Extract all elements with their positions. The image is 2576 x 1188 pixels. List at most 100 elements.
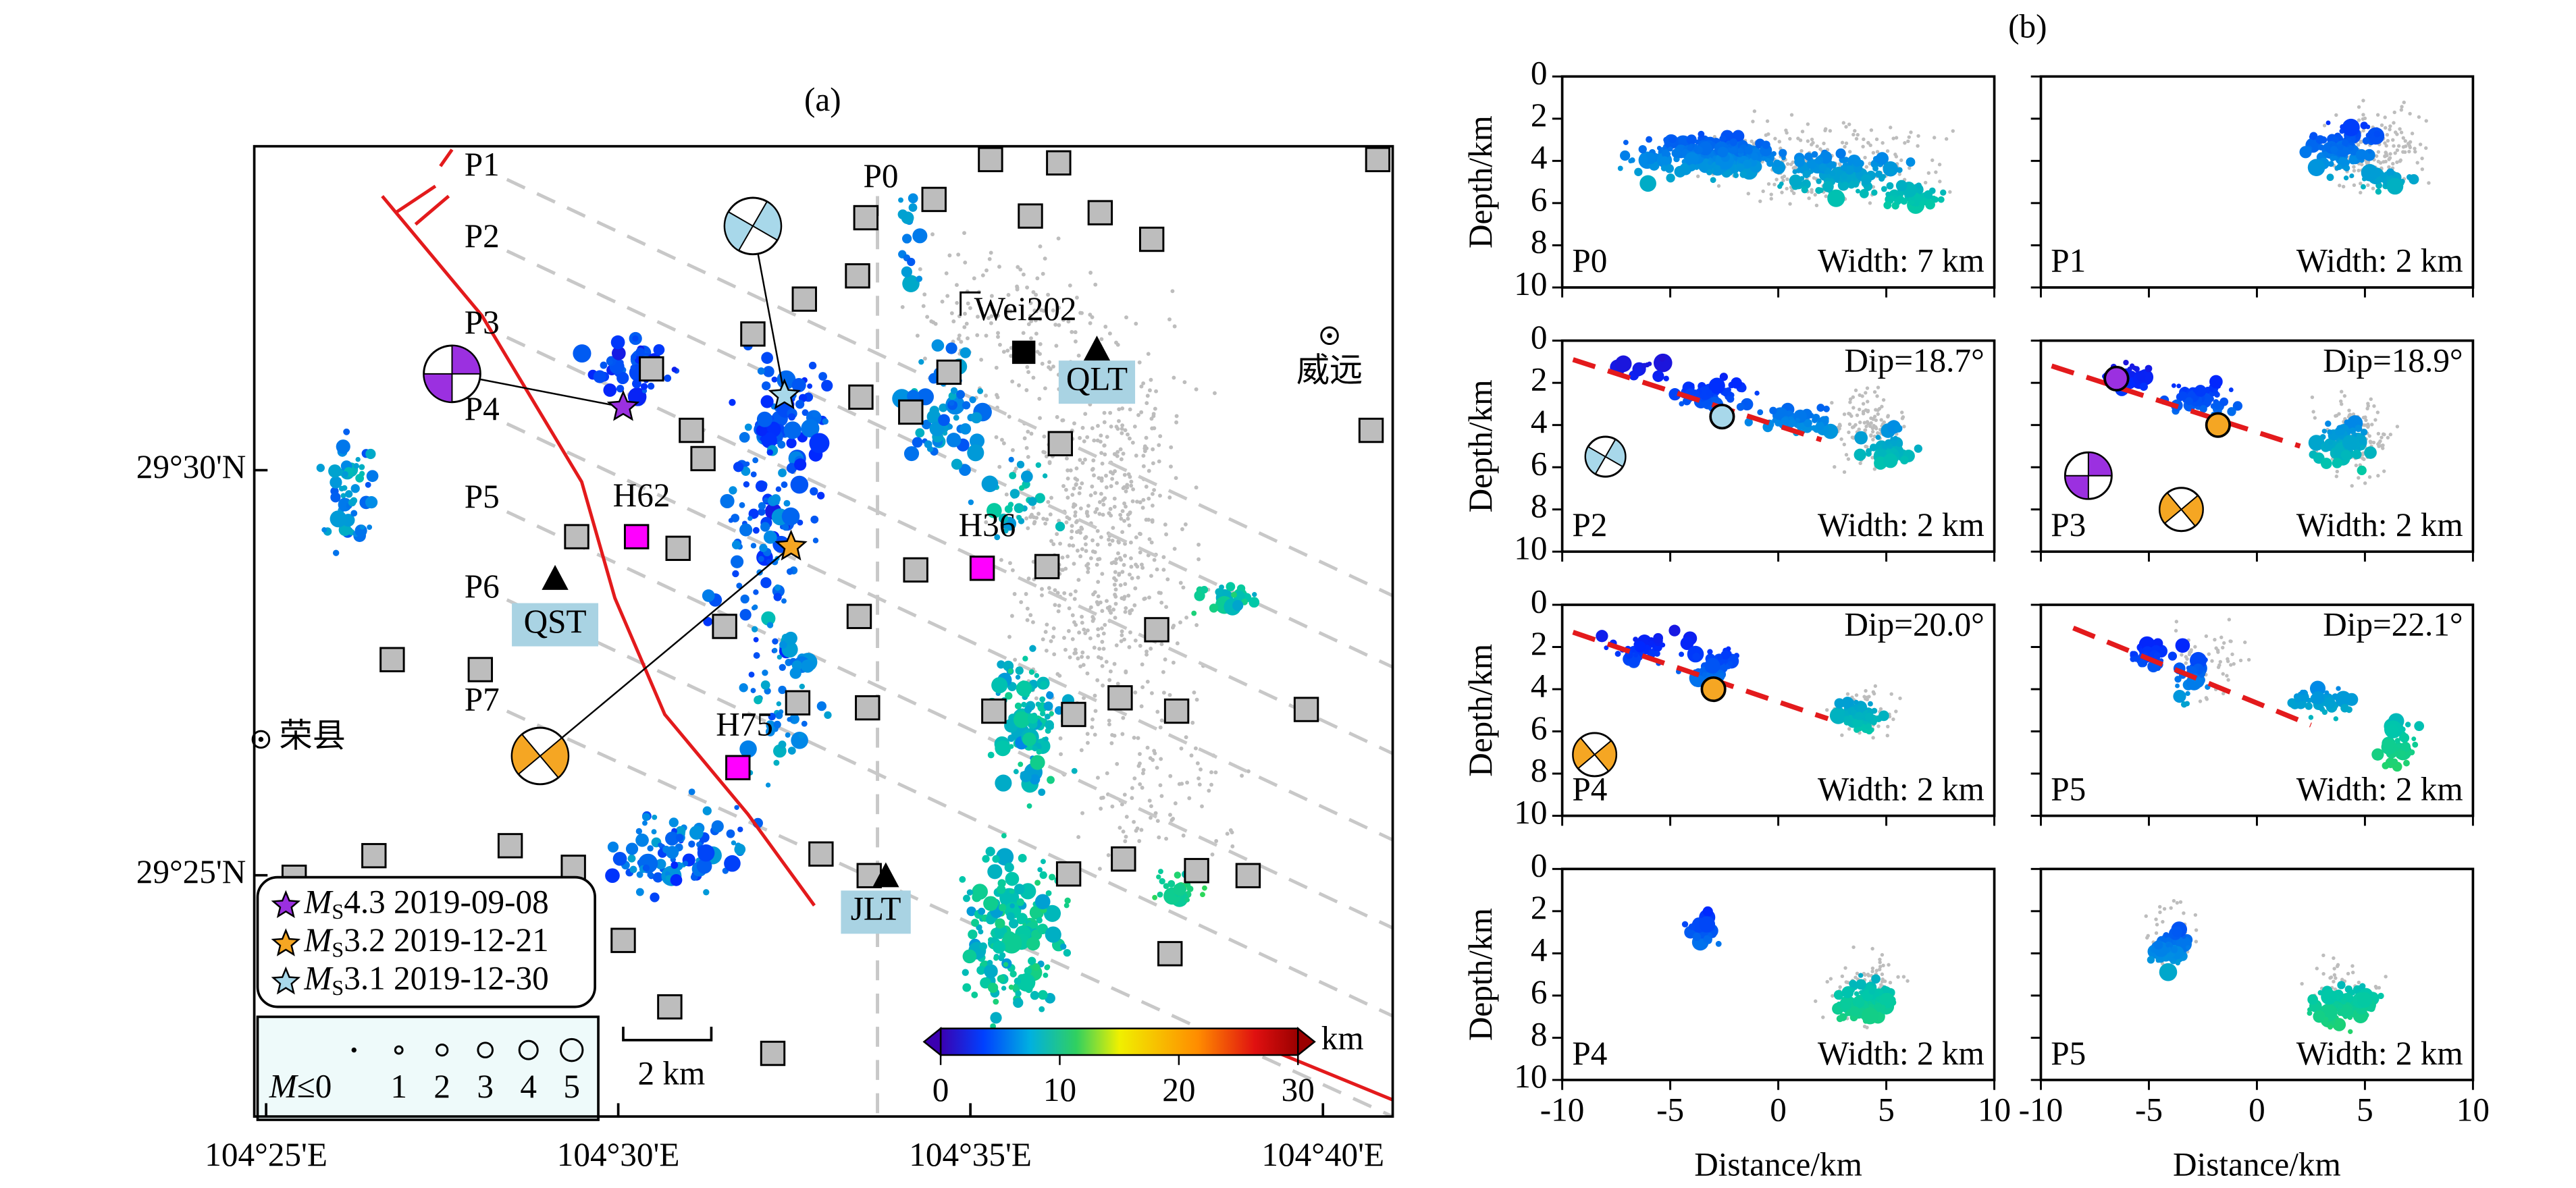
background-event — [1866, 400, 1870, 404]
event — [616, 371, 629, 385]
background-event — [2350, 484, 2354, 488]
background-event — [2399, 108, 2404, 112]
event — [907, 257, 916, 267]
event — [772, 647, 778, 653]
background-event — [1853, 129, 1857, 133]
event — [912, 228, 928, 244]
station — [921, 186, 947, 213]
event — [807, 383, 813, 389]
background-event — [1870, 429, 1875, 434]
event — [1829, 707, 1847, 724]
event — [703, 889, 710, 896]
background-event — [1175, 641, 1180, 646]
background-event — [1093, 590, 1097, 595]
background-event — [1240, 774, 1244, 778]
event — [1038, 788, 1046, 796]
background-event — [1057, 305, 1061, 310]
profile-label: P0 — [863, 157, 898, 194]
background-event — [1875, 394, 1879, 398]
background-event — [1696, 174, 1700, 178]
event — [720, 493, 735, 508]
event — [1634, 641, 1646, 653]
event — [739, 609, 752, 621]
event — [1045, 964, 1051, 970]
y-tick-label: 6 — [1531, 446, 1548, 483]
event — [607, 841, 619, 853]
background-event — [1073, 647, 1078, 652]
event — [1666, 151, 1671, 157]
event — [1007, 668, 1014, 674]
background-event — [1137, 839, 1142, 843]
event — [1875, 152, 1889, 165]
background-event — [1944, 137, 1949, 141]
event — [739, 432, 750, 443]
event — [1744, 146, 1753, 155]
background-event — [2407, 149, 2411, 154]
event — [962, 983, 972, 992]
event — [328, 464, 342, 478]
event — [1829, 161, 1837, 169]
background-event — [1863, 428, 1867, 433]
legend-text: 4.3 2019-09-08 — [344, 884, 548, 921]
background-event — [1851, 406, 1856, 410]
background-event — [1048, 367, 1053, 371]
event — [1656, 145, 1662, 151]
event — [2386, 178, 2404, 195]
event — [1707, 160, 1712, 165]
background-event — [1043, 386, 1047, 391]
event — [1652, 370, 1664, 382]
background-event — [1806, 139, 1810, 143]
background-event — [1090, 426, 1095, 431]
background-event — [1093, 709, 1098, 713]
event — [1011, 492, 1018, 499]
event — [760, 522, 770, 532]
event — [2294, 696, 2301, 703]
event — [1186, 885, 1194, 892]
event — [2139, 382, 2148, 391]
event — [801, 659, 815, 673]
background-event — [1139, 562, 1144, 567]
background-event — [1051, 308, 1055, 313]
event — [2228, 387, 2234, 392]
background-event — [1140, 662, 1145, 667]
background-event — [1068, 592, 1073, 597]
event — [702, 589, 715, 602]
background-event — [1209, 782, 1213, 787]
well — [969, 556, 995, 581]
event — [752, 526, 760, 534]
background-event — [2387, 165, 2391, 169]
event — [1689, 383, 1695, 389]
background-event — [918, 267, 922, 271]
background-event — [1152, 749, 1157, 753]
event — [1158, 869, 1163, 874]
background-event — [2347, 408, 2351, 412]
event — [1049, 873, 1055, 881]
background-event — [1150, 426, 1155, 431]
background-event — [1029, 336, 1033, 341]
background-event — [1028, 613, 1033, 618]
station — [610, 927, 636, 953]
background-event — [1152, 487, 1157, 492]
background-event — [2388, 152, 2392, 156]
event — [1028, 669, 1035, 675]
background-event — [1151, 461, 1155, 466]
background-event — [2346, 971, 2350, 976]
section-name: P0 — [1572, 242, 1607, 279]
background-event — [2350, 964, 2355, 968]
event — [1796, 422, 1806, 431]
event — [1016, 898, 1024, 907]
event — [1009, 903, 1015, 909]
background-event — [2377, 986, 2382, 990]
event — [810, 487, 818, 496]
event — [2309, 134, 2314, 140]
event — [1861, 1007, 1878, 1025]
y-tick-label: 10 — [1514, 530, 1547, 567]
event — [1620, 150, 1631, 161]
event — [2175, 960, 2180, 966]
background-event — [1167, 693, 1172, 697]
event — [1916, 182, 1922, 189]
size-legend-mark — [351, 1047, 357, 1053]
background-event — [1085, 732, 1090, 736]
background-event — [1051, 542, 1056, 547]
background-event — [1885, 733, 1889, 738]
